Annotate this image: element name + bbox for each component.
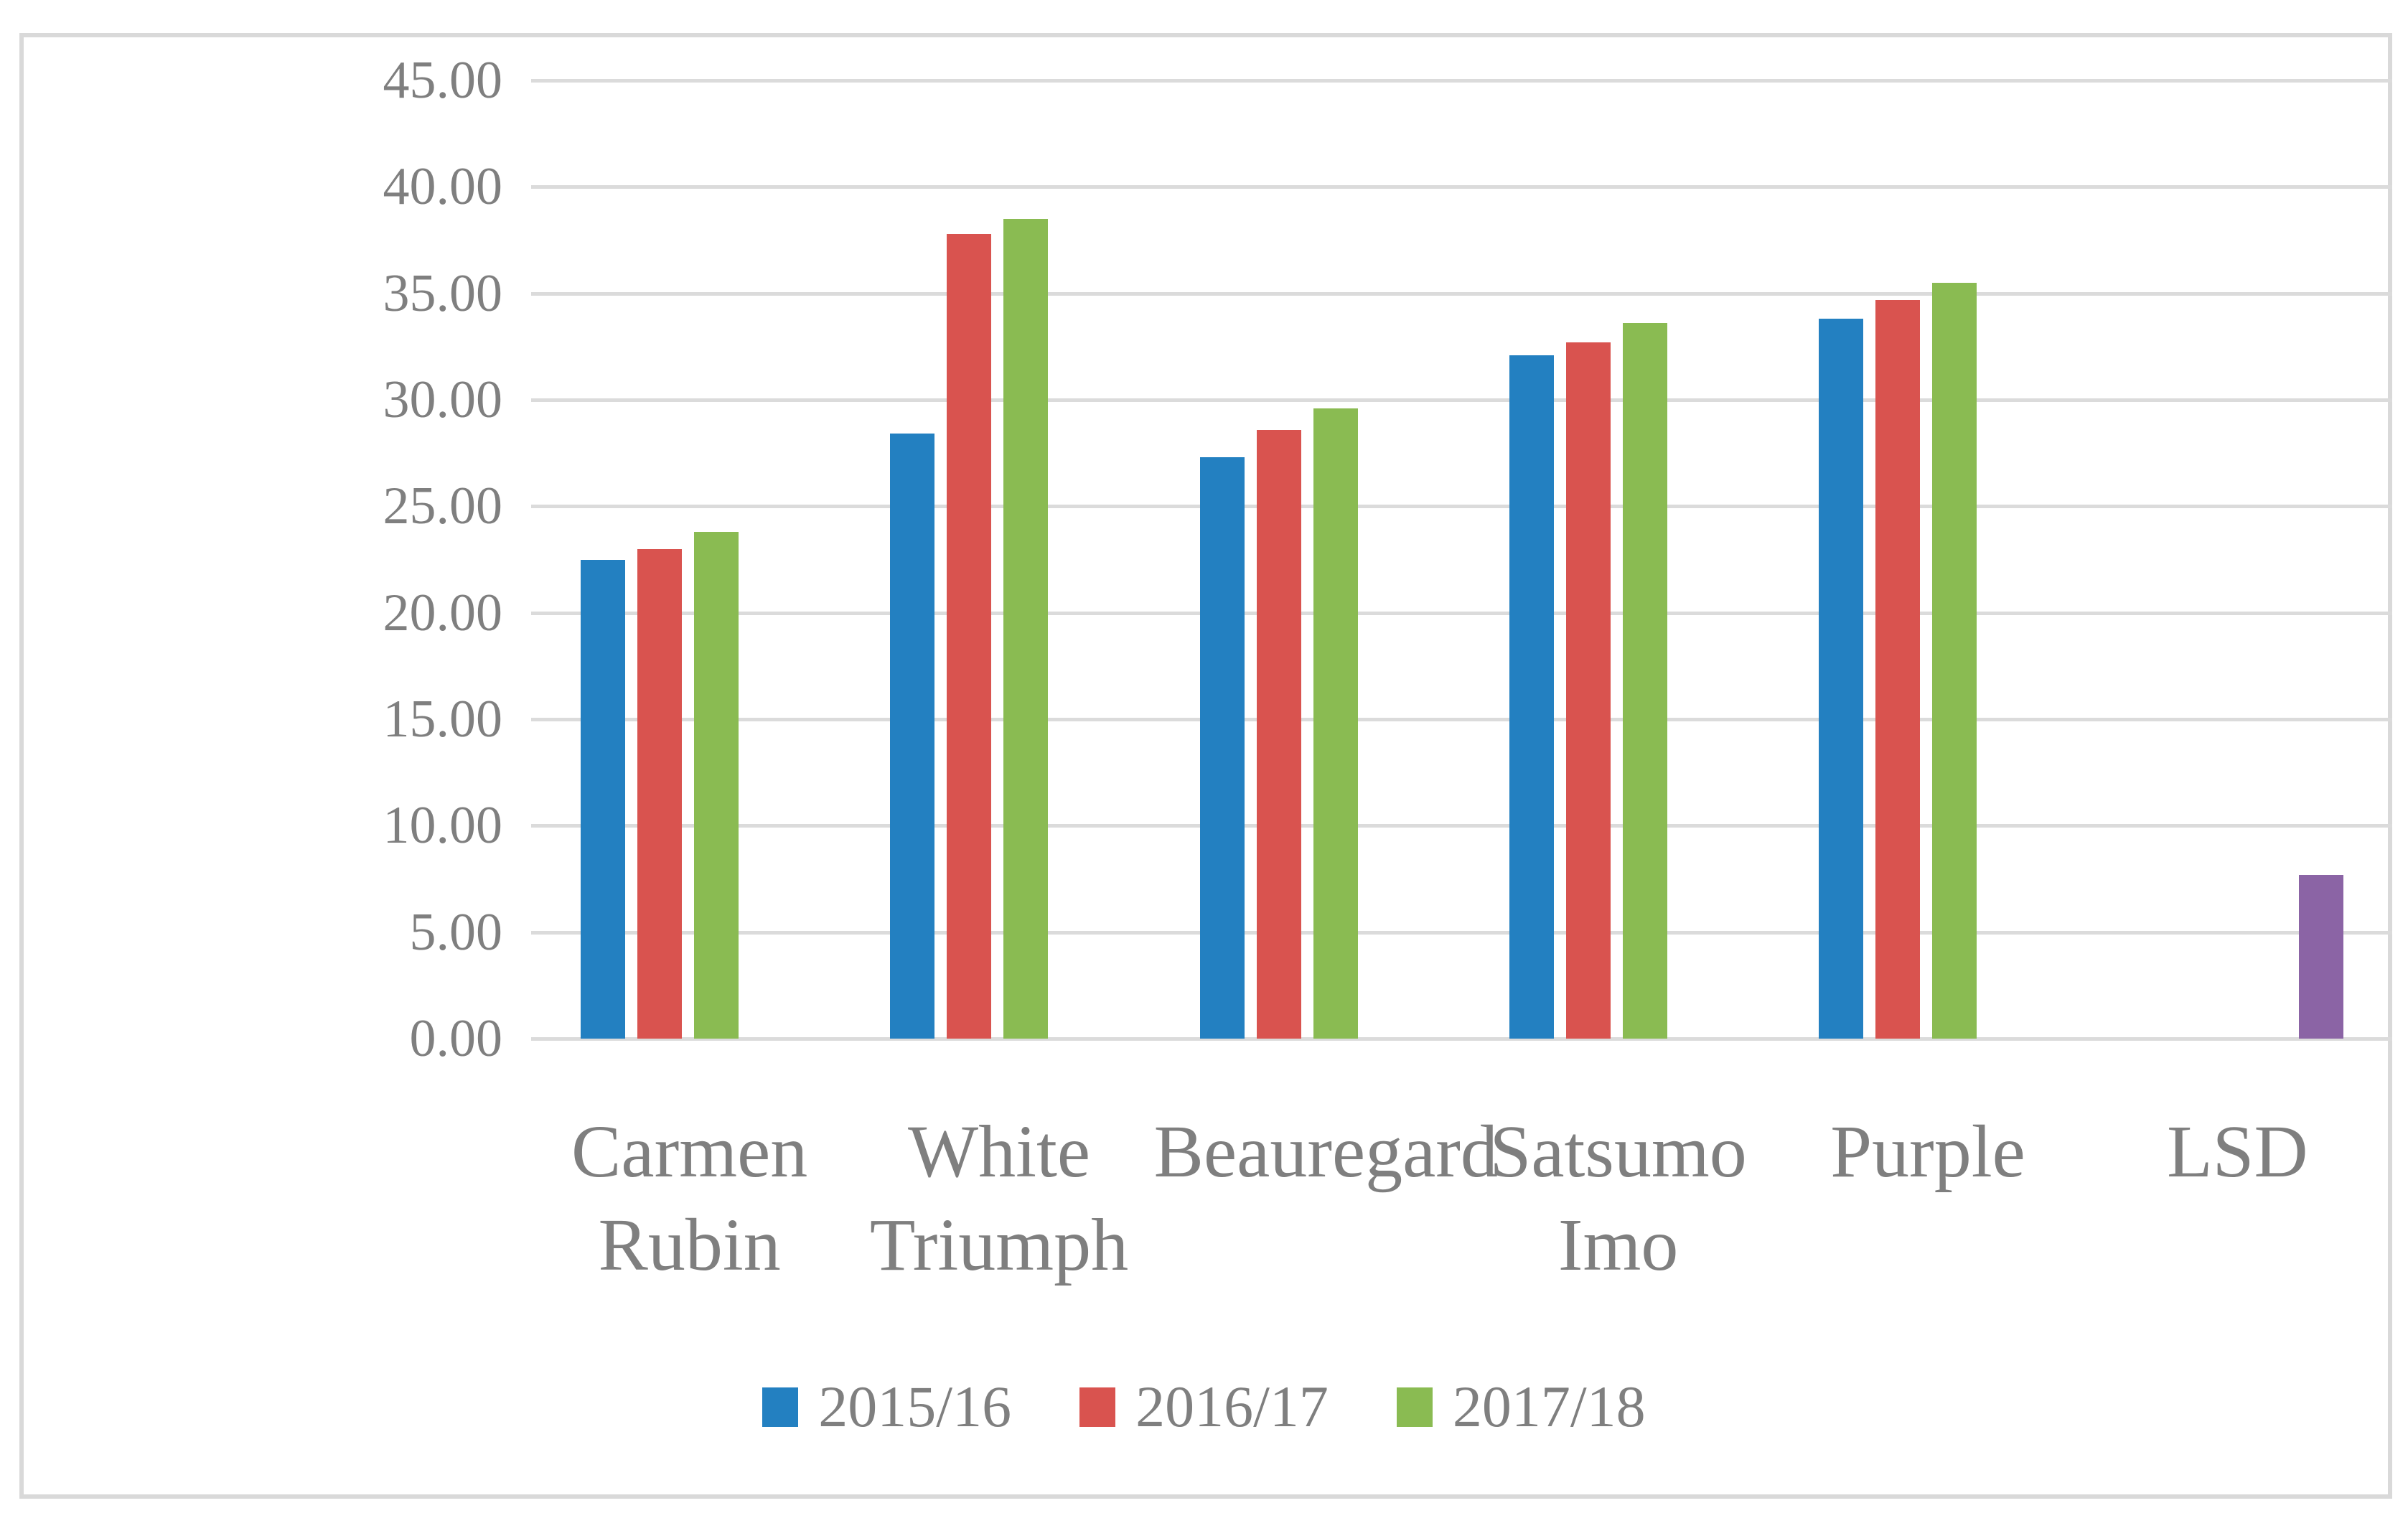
y-tick-label: 5.00 <box>409 902 503 962</box>
bar-2017-18-Satsumo-Imo <box>1623 323 1667 1039</box>
y-tick-label: 0.00 <box>409 1009 503 1068</box>
bar-2016-17-Carmen-Rubin <box>637 548 682 1039</box>
gridline-y-40 <box>531 185 2392 189</box>
legend-swatch-icon <box>1079 1387 1116 1427</box>
legend-item-2016-17: 2016/17 <box>1079 1377 1329 1436</box>
bar-2016-17-Satsumo-Imo <box>1566 342 1611 1039</box>
legend-label: 2015/16 <box>818 1374 1012 1439</box>
category-label-Beauregard: Beauregard <box>1153 1110 1498 1193</box>
legend: 2015/16 2016/17 2017/18 <box>0 1367 2408 1446</box>
bar-2016-17-Purple <box>1875 299 1921 1039</box>
gridline-y-10 <box>531 824 2392 828</box>
bar-2015-16-Carmen-Rubin <box>581 559 625 1039</box>
bar-2016-17-White-Triumph <box>947 233 992 1039</box>
category-label-Carmen-Rubin: Carmen Rubin <box>571 1110 808 1286</box>
bar-2016-17-Beauregard <box>1256 429 1301 1039</box>
category-label-LSD: LSD <box>2167 1110 2308 1193</box>
bar-2015-16-Purple <box>1819 319 1864 1039</box>
bar-2015-16-Satsumo-Imo <box>1509 355 1554 1039</box>
legend-item-2015-16: 2015/16 <box>762 1377 1011 1436</box>
legend-label: 2017/18 <box>1452 1374 1646 1439</box>
bar-2017-18-White-Triumph <box>1003 218 1049 1039</box>
gridline-y-15 <box>531 718 2392 721</box>
y-tick-label: 35.00 <box>383 263 503 323</box>
gridline-y-45 <box>531 79 2392 83</box>
y-tick-label: 25.00 <box>383 477 503 536</box>
bar-2015-16-White-Triumph <box>890 434 935 1039</box>
category-label-Purple: Purple <box>1830 1110 2025 1193</box>
category-label-White-Triumph: White Triumph <box>869 1110 1129 1286</box>
bar-2017-18-Beauregard <box>1313 408 1358 1039</box>
y-tick-label: 10.00 <box>383 796 503 856</box>
y-tick-label: 20.00 <box>383 583 503 642</box>
legend-item-2017-18: 2017/18 <box>1396 1374 1646 1439</box>
y-tick-label: 30.00 <box>383 370 503 429</box>
legend-swatch-icon <box>1396 1387 1433 1427</box>
legend-label: 2016/17 <box>1135 1374 1329 1439</box>
bar-LSD-LSD <box>2298 874 2343 1039</box>
legend-swatch-icon <box>762 1387 799 1427</box>
gridline-y-25 <box>531 505 2392 509</box>
bar-2017-18-Carmen-Rubin <box>694 531 739 1039</box>
gridline-y-0 <box>531 1037 2392 1041</box>
y-tick-label: 40.00 <box>383 157 503 217</box>
y-tick-label: 45.00 <box>383 51 503 110</box>
category-label-Satsumo-Imo: Satsumo Imo <box>1489 1110 1747 1286</box>
y-tick-label: 15.00 <box>383 690 503 749</box>
bar-2015-16-Beauregard <box>1199 457 1245 1039</box>
bar-2017-18-Purple <box>1932 282 1977 1039</box>
gridline-y-5 <box>531 930 2392 935</box>
gridline-y-20 <box>531 611 2392 615</box>
gridline-y-35 <box>531 291 2392 296</box>
figure-border <box>19 33 2392 1499</box>
gridline-y-30 <box>531 398 2392 402</box>
